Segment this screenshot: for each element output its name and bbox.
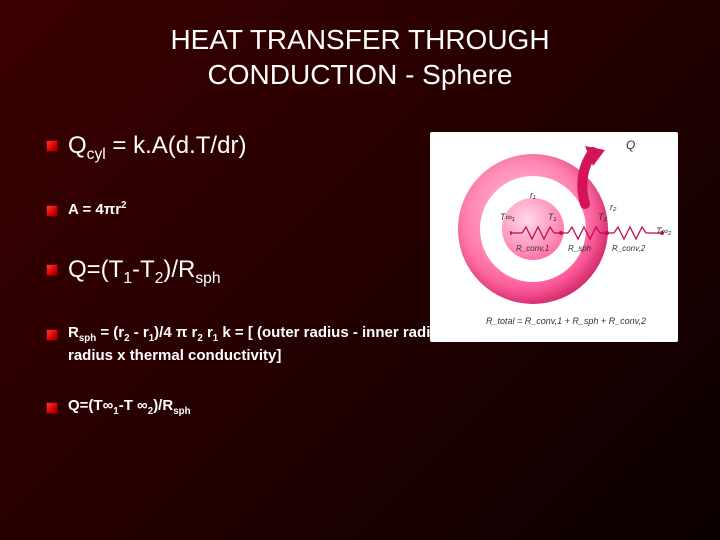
eq-text: = k.A(d.T/dr) [106,132,247,159]
slide-title: HEAT TRANSFER THROUGH CONDUCTION - Spher… [0,0,720,92]
bullet-marker-icon [46,140,58,152]
bullet-item: A = 4πr2 [46,199,690,220]
bullet-item: Q=(T1-T2)/Rsph [46,254,690,289]
bullet-item: Qcyl = k.A(d.T/dr) [46,130,690,165]
bullet-marker-icon [46,329,58,341]
bullet-marker-icon [46,402,58,414]
bullet-item: Q=(T∞1-T ∞2)/Rsph [46,396,690,418]
equation-rsph-def: Rsph = (r2 - r1)/4 π r2 r1 k = [ (outer … [68,323,666,365]
equation-qcyl: Qcyl = k.A(d.T/dr) [68,130,690,165]
slide: HEAT TRANSFER THROUGH CONDUCTION - Spher… [0,0,720,540]
bullet-marker-icon [46,264,58,276]
eq-text: Q [68,132,87,159]
equation-qinf: Q=(T∞1-T ∞2)/Rsph [68,396,690,418]
bullet-list: Qcyl = k.A(d.T/dr) A = 4πr2 Q=(T1-T2)/Rs… [46,130,690,446]
bullet-item: Rsph = (r2 - r1)/4 π r2 r1 k = [ (outer … [46,323,666,365]
bullet-marker-icon [46,205,58,217]
equation-qrsph: Q=(T1-T2)/Rsph [68,254,690,289]
eq-sub: cyl [87,146,106,163]
equation-area: A = 4πr2 [68,199,690,220]
